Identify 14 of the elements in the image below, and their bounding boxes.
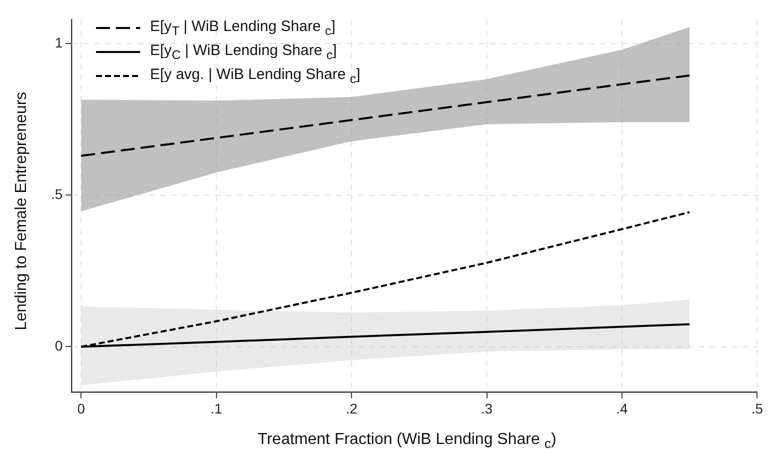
x-tick-label: .1 [210,400,222,416]
y-tick-label: 0 [54,338,63,354]
x-tick-label: 0 [77,400,86,416]
x-tick-label: .3 [480,400,493,416]
x-tick-label: .4 [616,400,628,416]
y-axis-title: Lending to Female Entrepreneurs [13,90,31,332]
legend-label: E[y$_{T}$ | WiB Lending Share $_{c}$] [150,18,336,38]
y-tick-label: 1 [54,34,63,51]
y-tick-label: .5 [50,186,63,202]
legend-label: E[y$_{C}$ | WiB Lending Share $_{c}$] [150,42,337,62]
legend-label: E[y avg. | WiB Lending Share $_{c}$] [150,66,360,86]
x-tick-label: .5 [751,400,764,416]
x-axis-title: Treatment Fraction (WiB Lending Share $_{c}$) [256,430,558,451]
x-tick-label: .2 [346,400,358,416]
